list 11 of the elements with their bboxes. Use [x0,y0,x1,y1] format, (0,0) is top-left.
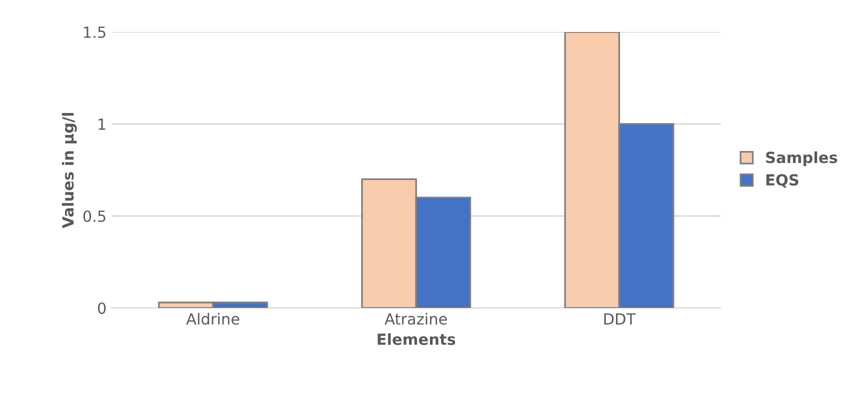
x-tick-label: Aldrine [186,312,240,325]
x-axis-title: Elements [378,333,456,346]
y-tick-label: 0.5 [83,210,106,222]
y-tick-label: 0 [98,302,106,314]
y-tick-label: 1 [98,118,106,130]
legend-label: Samples [766,151,838,166]
x-tick-label: Atrazine [384,312,447,325]
y-tick-label: 1.5 [84,26,106,38]
legend-label: EQS [766,174,798,188]
x-tick-label: DDT [604,313,636,324]
y-axis-title: Values in µg/l [62,112,77,228]
